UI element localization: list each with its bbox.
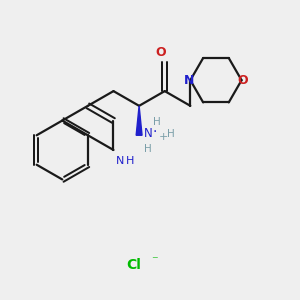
- Text: ⁻: ⁻: [152, 254, 158, 267]
- Text: H: H: [167, 129, 175, 139]
- Text: ·: ·: [153, 125, 157, 139]
- Text: N: N: [116, 157, 124, 166]
- Text: +: +: [159, 132, 169, 142]
- Text: N: N: [143, 127, 152, 140]
- Text: Cl: Cl: [126, 258, 141, 272]
- Text: N: N: [184, 74, 194, 87]
- Polygon shape: [136, 106, 142, 135]
- Text: O: O: [238, 74, 248, 87]
- Text: H: H: [143, 143, 151, 154]
- Text: H: H: [153, 117, 161, 127]
- Text: O: O: [155, 46, 166, 59]
- Text: H: H: [126, 157, 134, 166]
